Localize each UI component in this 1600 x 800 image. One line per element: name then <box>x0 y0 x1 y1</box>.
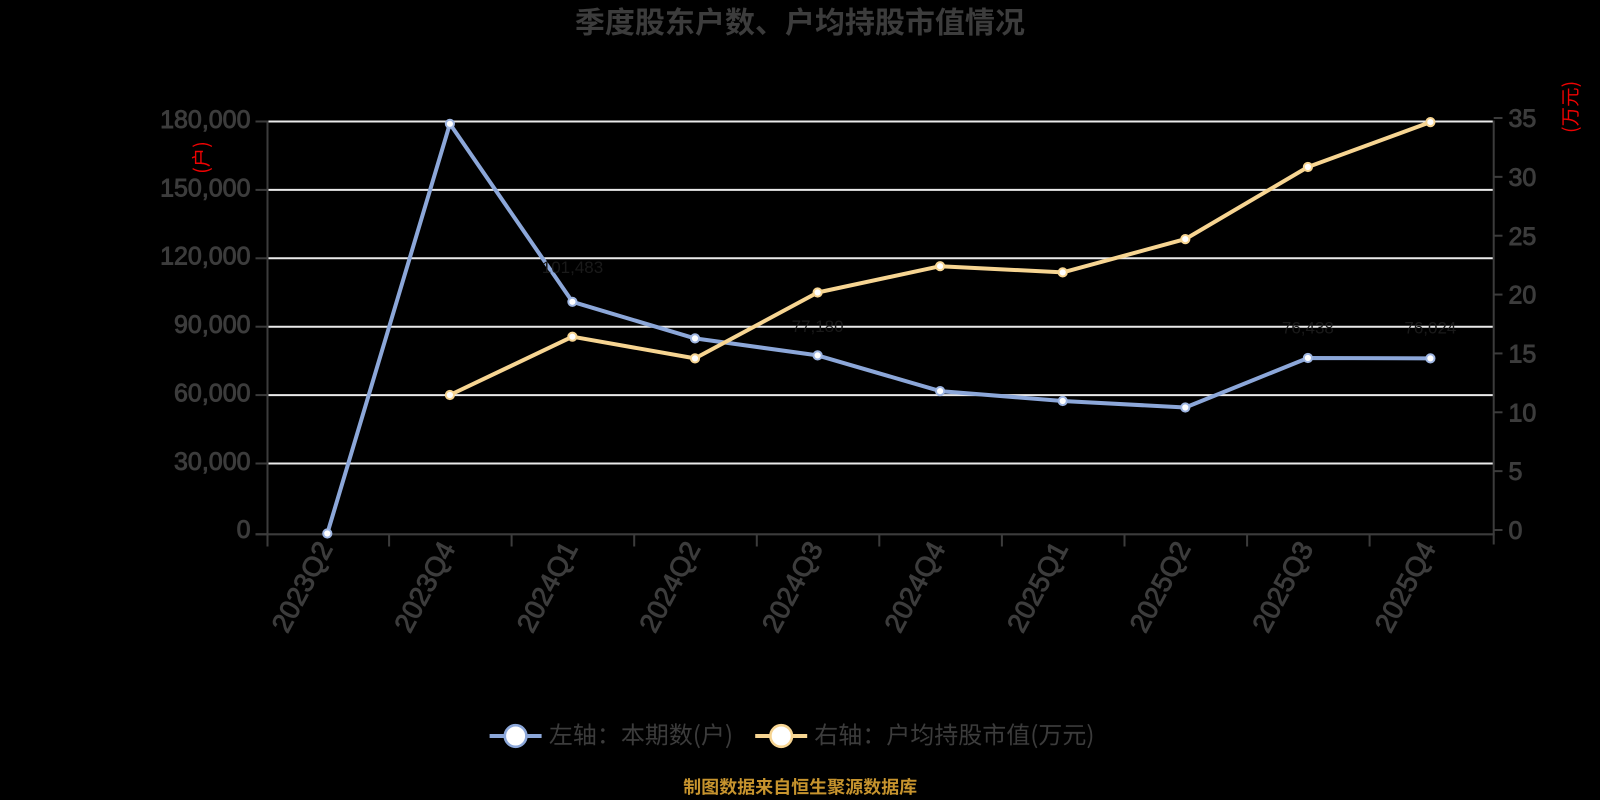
svg-text:120,000: 120,000 <box>160 243 250 271</box>
svg-text:60,000: 60,000 <box>174 380 250 408</box>
svg-text:15: 15 <box>1509 341 1537 369</box>
svg-text:77,180: 77,180 <box>792 317 844 336</box>
svg-text:76,024: 76,024 <box>1404 319 1456 338</box>
svg-text:0: 0 <box>237 516 251 544</box>
svg-text:35: 35 <box>1509 105 1537 133</box>
svg-text:20: 20 <box>1509 282 1537 310</box>
svg-text:5: 5 <box>1509 458 1523 486</box>
svg-text:150,000: 150,000 <box>160 174 250 202</box>
svg-text:180,000: 180,000 <box>160 106 250 134</box>
svg-text:90,000: 90,000 <box>174 311 250 339</box>
svg-text:10: 10 <box>1509 399 1537 427</box>
svg-text:0: 0 <box>1509 517 1523 545</box>
svg-text:30: 30 <box>1509 164 1537 192</box>
svg-text:101,483: 101,483 <box>542 258 603 277</box>
svg-text:76,438: 76,438 <box>1282 319 1334 338</box>
svg-text:25: 25 <box>1509 223 1537 251</box>
svg-text:30,000: 30,000 <box>174 448 250 476</box>
